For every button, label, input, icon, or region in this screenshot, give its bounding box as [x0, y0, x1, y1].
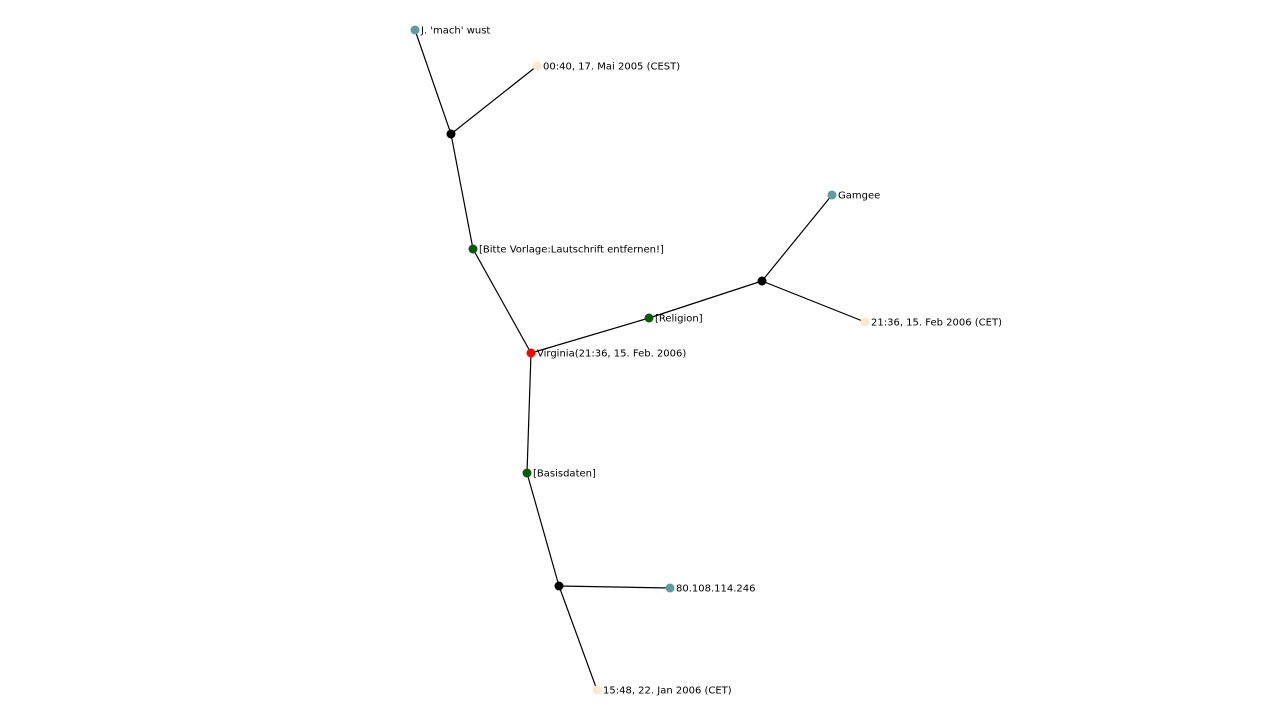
- graph-edges: [414, 29, 866, 691]
- edge-j3-ip: [558, 585, 671, 589]
- node-label: 00:40, 17. Mai 2005 (CEST): [543, 62, 680, 73]
- node-j1[interactable]: [446, 129, 456, 139]
- edge-j2-t2006feb: [761, 280, 866, 323]
- node-label: 21:36, 15. Feb 2006 (CET): [871, 318, 1002, 329]
- edge-j3-t2006jan: [558, 585, 598, 691]
- user-node-dot[interactable]: [410, 25, 420, 35]
- node-ip[interactable]: 80.108.114.246: [665, 583, 756, 595]
- user-node-dot[interactable]: [665, 583, 675, 593]
- node-wust[interactable]: J. 'mach' wust: [410, 25, 491, 37]
- edge-j1-t2005: [450, 65, 538, 135]
- node-label: 80.108.114.246: [676, 584, 756, 595]
- node-j3[interactable]: [554, 581, 564, 591]
- node-label: [Basisdaten]: [533, 469, 596, 480]
- node-label: Virginia(21:36, 15. Feb. 2006): [537, 349, 686, 360]
- node-t2005[interactable]: 00:40, 17. Mai 2005 (CEST): [532, 61, 681, 73]
- edge-virginia-religion: [530, 317, 650, 354]
- node-label: J. 'mach' wust: [420, 26, 490, 37]
- timestamp-node-dot[interactable]: [860, 317, 870, 327]
- node-j2[interactable]: [757, 276, 767, 286]
- node-religion[interactable]: [Religion]: [644, 313, 703, 325]
- node-virginia[interactable]: Virginia(21:36, 15. Feb. 2006): [526, 348, 687, 360]
- node-basisdaten[interactable]: [Basisdaten]: [522, 468, 596, 480]
- section-node-dot[interactable]: [644, 313, 654, 323]
- node-label: Gamgee: [838, 191, 880, 202]
- junction-node-dot[interactable]: [554, 581, 564, 591]
- edge-j1-wust: [414, 29, 452, 135]
- edge-j2-gamgee: [761, 194, 833, 282]
- user-node-dot[interactable]: [827, 190, 837, 200]
- node-t2006jan[interactable]: 15:48, 22. Jan 2006 (CET): [592, 685, 732, 697]
- node-gamgee[interactable]: Gamgee: [827, 190, 881, 202]
- node-t2006feb[interactable]: 21:36, 15. Feb 2006 (CET): [860, 317, 1003, 329]
- edge-virginia-basisdaten: [526, 352, 532, 474]
- center-node-dot[interactable]: [526, 348, 536, 358]
- edge-basisdaten-j3: [526, 472, 560, 587]
- node-lautschrift[interactable]: [Bitte Vorlage:Lautschrift entfernen!]: [468, 244, 664, 256]
- node-label: [Bitte Vorlage:Lautschrift entfernen!]: [479, 245, 664, 256]
- section-node-dot[interactable]: [468, 244, 478, 254]
- graph-nodes: Virginia(21:36, 15. Feb. 2006) [Bitte Vor…: [410, 25, 1003, 697]
- junction-node-dot[interactable]: [757, 276, 767, 286]
- edge-virginia-lautschrift: [472, 248, 532, 354]
- node-label: 15:48, 22. Jan 2006 (CET): [603, 686, 732, 697]
- timestamp-node-dot[interactable]: [592, 685, 602, 695]
- edge-religion-j2: [648, 280, 763, 319]
- section-node-dot[interactable]: [522, 468, 532, 478]
- timestamp-node-dot[interactable]: [532, 61, 542, 71]
- node-label: [Religion]: [655, 314, 703, 325]
- edge-lautschrift-j1: [450, 133, 474, 250]
- junction-node-dot[interactable]: [446, 129, 456, 139]
